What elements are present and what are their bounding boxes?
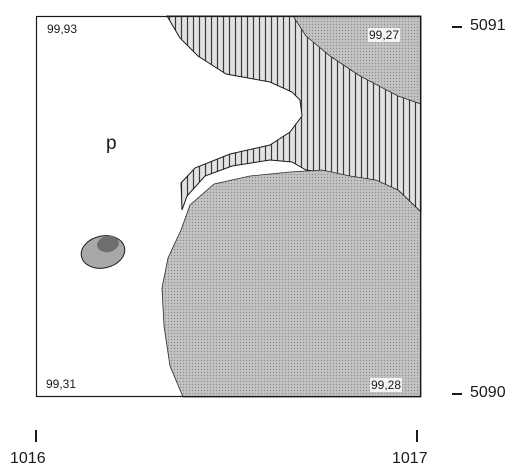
y-tick-bottom: [452, 393, 462, 395]
x-tick-right: [416, 430, 418, 442]
x-tick-left: [35, 430, 37, 442]
corner-value-top-left: 99,93: [46, 22, 79, 36]
stippled-zone-lower: [161, 169, 422, 398]
x-label-left: 1016: [10, 450, 46, 467]
y-label-top: 5091: [470, 17, 506, 34]
area-label: p: [106, 133, 117, 154]
y-tick-top: [452, 26, 462, 28]
y-label-bottom: 5090: [470, 384, 506, 401]
small-patch-inner: [97, 235, 119, 253]
corner-value-top-right: 99,27: [368, 28, 401, 42]
x-label-right: 1017: [392, 450, 428, 467]
corner-value-bottom-right: 99,28: [370, 378, 403, 392]
corner-value-bottom-left: 99,31: [45, 377, 78, 391]
map-frame: [35, 15, 422, 398]
